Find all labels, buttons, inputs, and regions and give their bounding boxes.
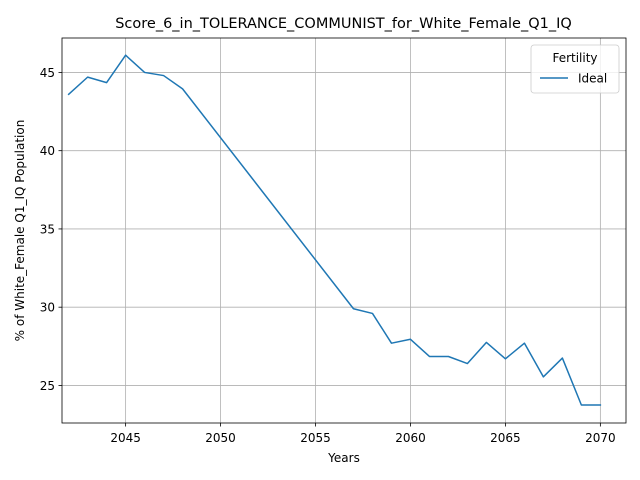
- legend-box: [530, 44, 620, 94]
- x-tick-label: 2055: [300, 431, 331, 445]
- x-tick-label: 2045: [110, 431, 141, 445]
- y-tick-label: 45: [40, 66, 55, 80]
- plot-area: [62, 38, 626, 423]
- x-tick-label: 2065: [490, 431, 521, 445]
- x-tick-label: 2060: [395, 431, 426, 445]
- legend-title: Fertility: [552, 51, 597, 65]
- y-axis: 25 30 35 40 45: [40, 66, 62, 393]
- y-tick-label: 25: [40, 379, 55, 393]
- y-tick-label: 35: [40, 222, 55, 236]
- x-tick-label: 2050: [205, 431, 236, 445]
- legend-entry-ideal: Ideal: [578, 72, 607, 86]
- y-tick-label: 40: [40, 144, 55, 158]
- series-layer: [67, 54, 602, 406]
- x-tick-label: 2070: [585, 431, 616, 445]
- plot-frame: [61, 37, 627, 424]
- legend: Fertility Ideal: [530, 44, 620, 94]
- y-tick-label: 30: [40, 301, 55, 315]
- y-axis-title: % of White_Female Q1_IQ Population: [13, 120, 27, 342]
- chart-title: Score_6_in_TOLERANCE_COMMUNIST_for_White…: [115, 16, 572, 32]
- x-axis-title: Years: [327, 451, 360, 465]
- x-axis: 2045 2050 2055 2060 2065 2070: [110, 423, 616, 445]
- series-line-ideal: [67, 54, 602, 406]
